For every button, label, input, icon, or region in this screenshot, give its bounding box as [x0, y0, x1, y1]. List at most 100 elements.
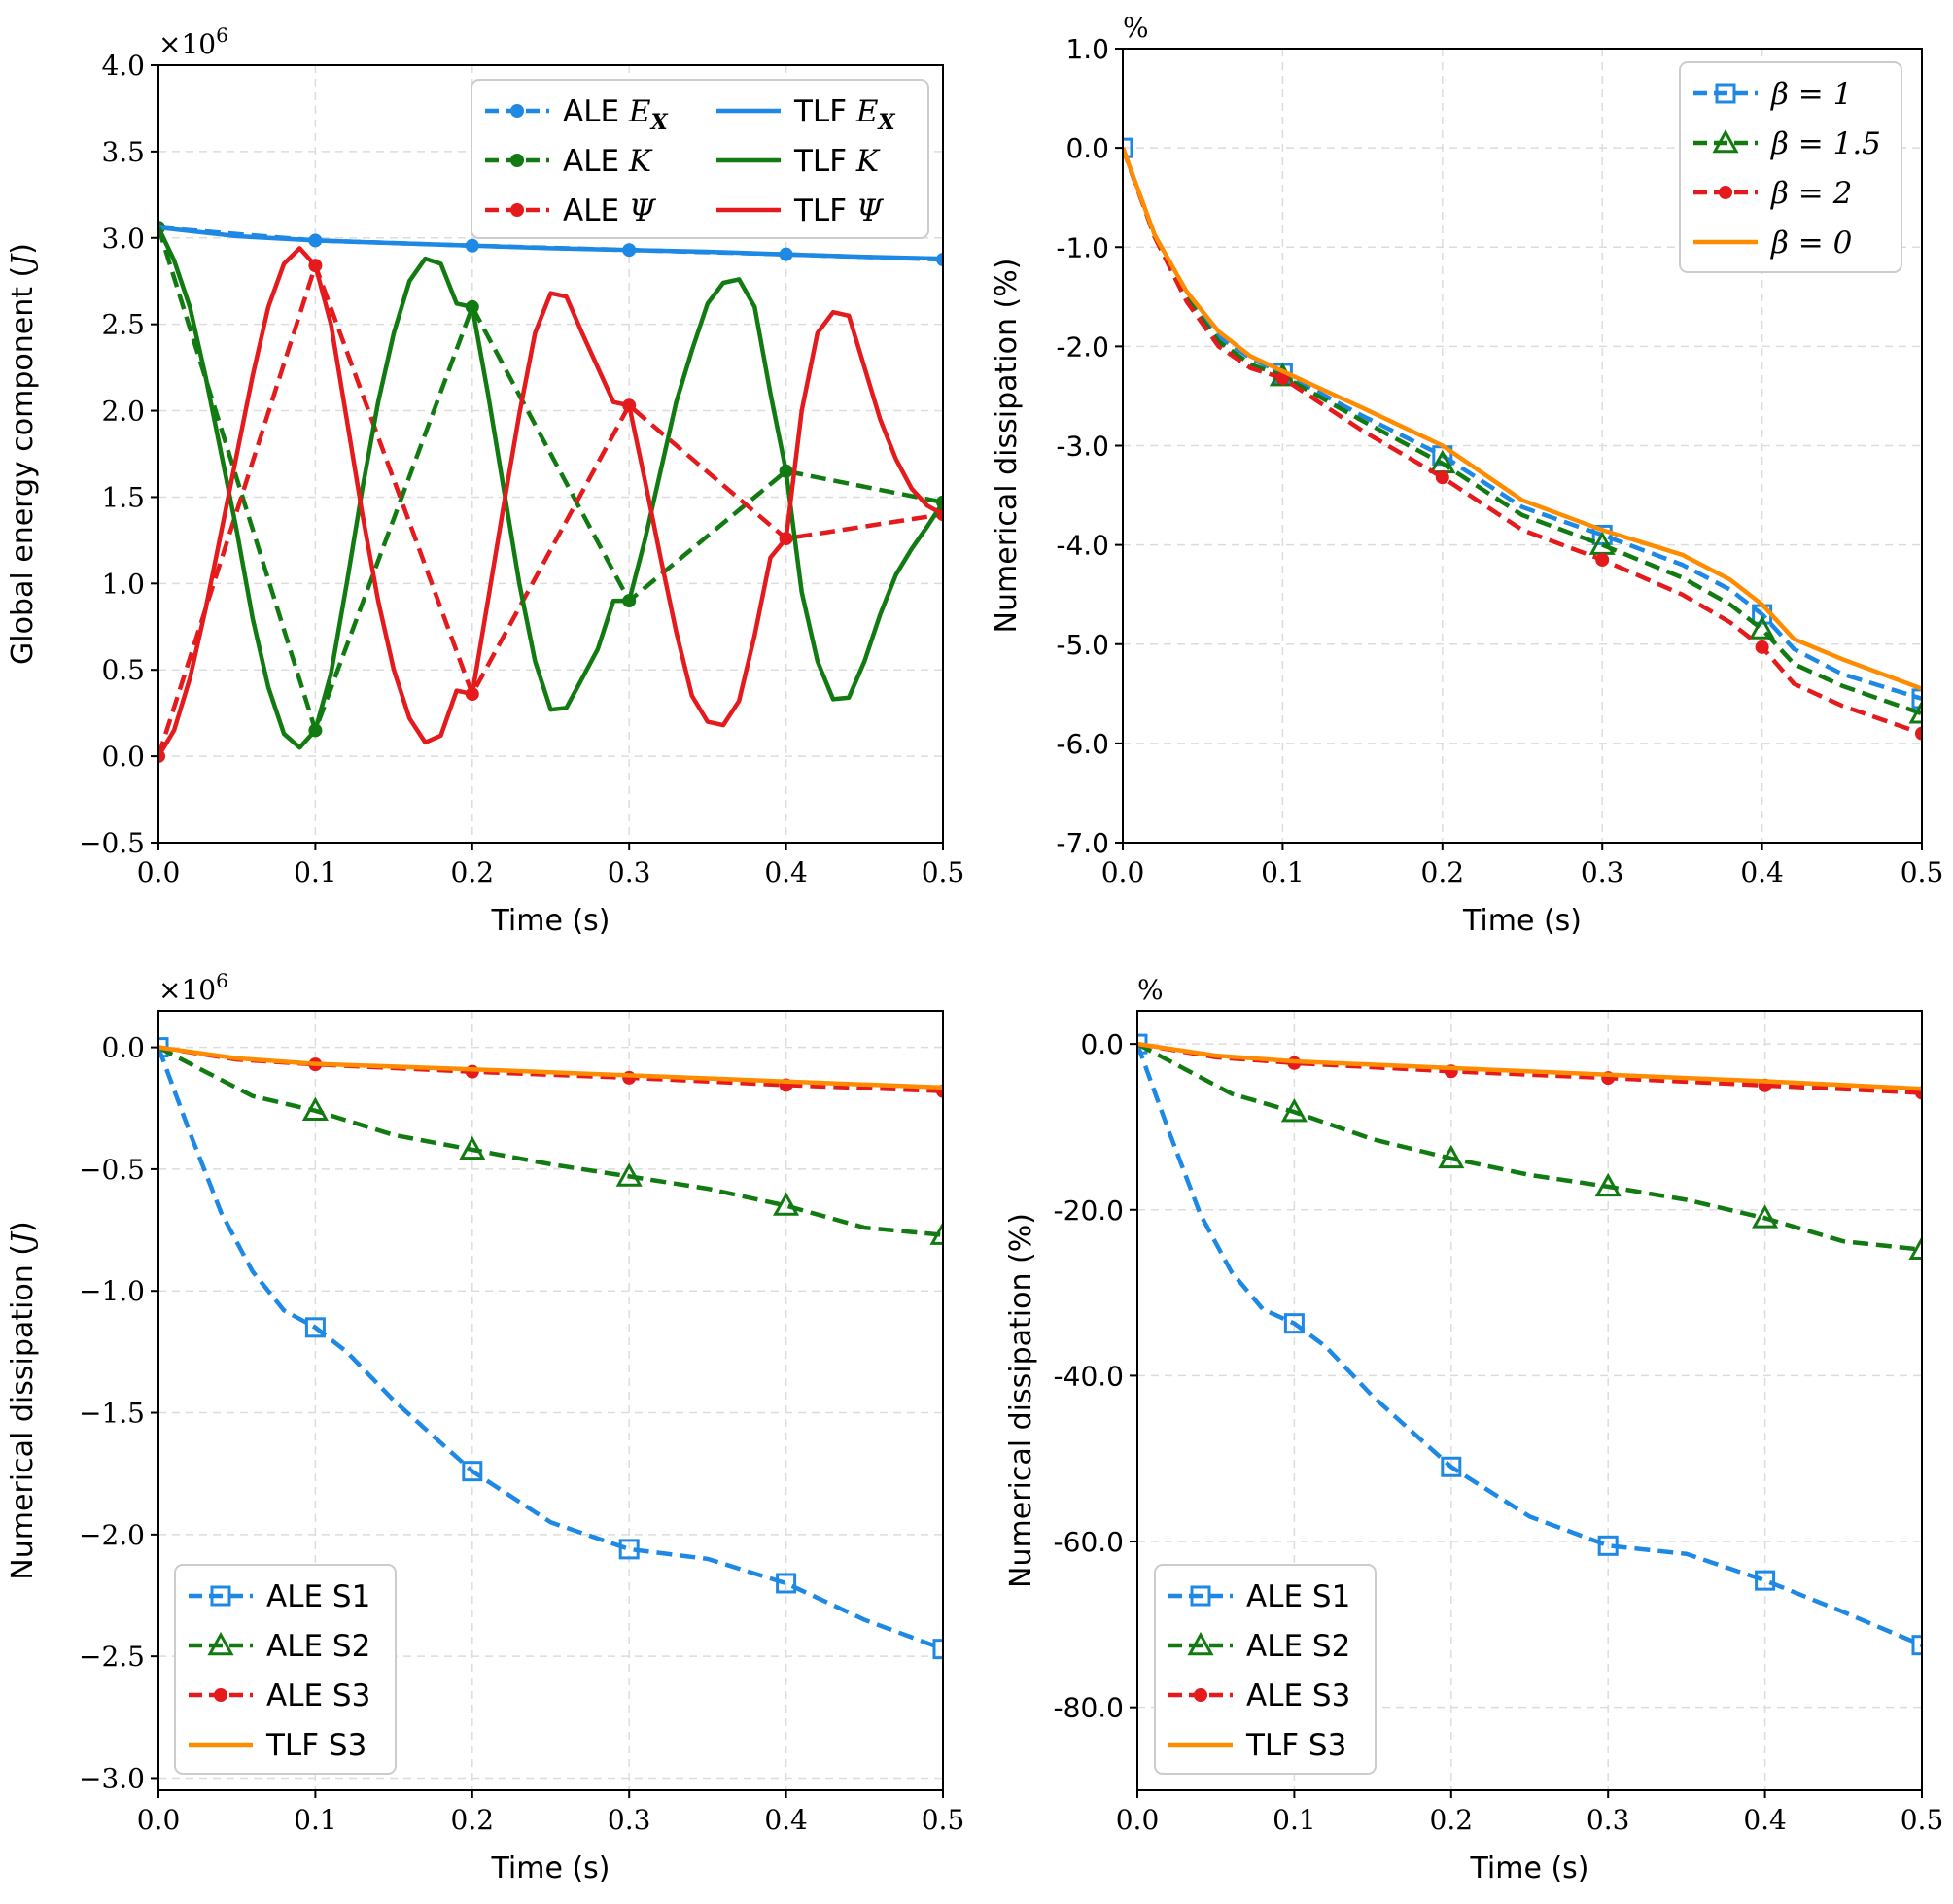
panel-d-dissipation-percent: 0.0 0.1 0.2 0.3 0.4 0.5 -80.0 -60.0 -40.0 -20.0 0.…	[1004, 974, 1943, 1886]
legend-box	[1154, 1564, 1377, 1775]
data-point	[1752, 1204, 1779, 1229]
legend-label: ALE S1	[1246, 1579, 1350, 1614]
y-tick-label: 0.0	[101, 741, 145, 773]
y-tick-label: −2.0	[79, 1519, 145, 1551]
legend-item: ALE K	[485, 144, 653, 179]
x-tick-label: 0.0	[137, 856, 181, 888]
legend-label: TLF Ψ	[793, 193, 885, 228]
x-tick-label: 0.3	[608, 1804, 651, 1836]
y-axis-label: Numerical dissipation (J)	[6, 1221, 40, 1579]
legend-label: β = 1.5	[1770, 126, 1881, 161]
series-line-tlf-ψ	[158, 246, 943, 758]
x-tick-label: 0.0	[1116, 1804, 1160, 1836]
legend-label: TLF S3	[1245, 1728, 1346, 1763]
x-tick-label: 0.5	[922, 856, 965, 888]
y-tick-label: -6.0	[1056, 728, 1109, 760]
legend-marker	[510, 154, 524, 167]
data-point	[1280, 1098, 1308, 1123]
series-group	[158, 221, 943, 764]
y-axis-multiplier: %	[1123, 12, 1149, 44]
y-tick-label: -4.0	[1056, 530, 1109, 562]
series-line-tlf-s3	[158, 1045, 943, 1090]
data-point	[1435, 470, 1449, 485]
data-point	[1438, 1144, 1465, 1169]
series-line-ale-s3	[1137, 1041, 1922, 1095]
x-tick-label: 0.1	[1273, 1804, 1316, 1836]
x-tick-label: 0.4	[1743, 1804, 1787, 1836]
x-tick-label: 0.0	[1101, 856, 1145, 888]
data-point	[459, 1135, 486, 1160]
y-tick-label: 0.0	[1065, 132, 1109, 164]
series-group	[1123, 137, 1922, 741]
legend-label: TLF EX	[793, 94, 896, 135]
series-line-tlf-s3	[1137, 1041, 1922, 1091]
series-group	[158, 1037, 943, 1660]
data-point	[1755, 1570, 1776, 1591]
y-tick-label: 0.0	[1080, 1028, 1124, 1060]
y-tick-label: −2.5	[79, 1641, 145, 1673]
legend-box	[174, 1564, 397, 1775]
series-line-β-=-2	[1123, 147, 1922, 736]
y-tick-label: -1.0	[1056, 231, 1109, 263]
y-tick-label: -5.0	[1056, 629, 1109, 661]
plot-frame	[1136, 1010, 1923, 1791]
legend-item: ALE EX	[485, 94, 669, 135]
legend-item: β = 1	[1693, 77, 1852, 112]
series-line-ale-s1	[1137, 1043, 1922, 1647]
legend: β = 1 β = 1.5 β = 2 β = 0	[1679, 61, 1902, 273]
data-point	[304, 1317, 326, 1338]
y-tick-label: -80.0	[1054, 1692, 1124, 1724]
legend-box	[471, 79, 929, 239]
x-tick-label: 0.3	[1581, 856, 1624, 888]
y-tick-label: −0.5	[79, 1154, 145, 1186]
legend-marker	[1719, 186, 1732, 199]
legend-item: β = 2	[1693, 176, 1852, 211]
y-tick-label: -3.0	[1056, 431, 1109, 463]
legend-item: ALE S3	[1168, 1679, 1350, 1714]
x-tick-label: 0.0	[137, 1804, 181, 1836]
data-point	[1283, 1313, 1305, 1334]
series-line-β-=-1.5	[1123, 147, 1922, 716]
legend-item: TLF Ψ	[716, 193, 885, 228]
y-tick-label: -20.0	[1054, 1194, 1124, 1227]
x-tick-label: 0.3	[608, 856, 651, 888]
series-line-ale-k	[158, 226, 943, 733]
y-tick-label: -60.0	[1054, 1526, 1124, 1558]
legend-item: TLF K	[716, 144, 881, 179]
legend-item: TLF EX	[716, 94, 896, 135]
y-axis-label: Numerical dissipation (%)	[990, 259, 1024, 634]
data-point	[1441, 1456, 1462, 1477]
data-point	[1595, 552, 1610, 567]
legend-item: TLF S3	[189, 1728, 366, 1763]
x-axis-label: Time (s)	[491, 1852, 610, 1886]
y-tick-label: 1.5	[101, 481, 145, 513]
x-tick-label: 0.2	[1421, 856, 1465, 888]
y-tick-label: 1.0	[101, 568, 145, 600]
legend: ALE S1 ALE S2 ALE S3 TLF S3	[174, 1564, 397, 1775]
legend-item: β = 1.5	[1693, 126, 1881, 161]
legend-label: ALE EX	[563, 94, 669, 135]
y-axis-label: Global energy component (J)	[6, 243, 40, 665]
x-tick-label: 0.2	[1430, 1804, 1474, 1836]
y-tick-label: 3.0	[101, 223, 145, 255]
legend-label: TLF S3	[265, 1728, 366, 1763]
x-axis-label: Time (s)	[491, 904, 610, 938]
x-tick-label: 0.4	[764, 856, 808, 888]
x-tick-label: 0.4	[1740, 856, 1784, 888]
x-axis-label: Time (s)	[1462, 904, 1582, 938]
legend-label: ALE S2	[1246, 1629, 1350, 1664]
legend-marker	[1190, 1585, 1211, 1607]
series-line-ale-s2	[1137, 1042, 1922, 1252]
series-line-β-=-0	[1123, 147, 1922, 691]
panel-b-dissipation-percent-beta: 0.0 0.1 0.2 0.3 0.4 0.5 -7.0 -6.0 -5.0 -4.0 -3.0 -2…	[990, 12, 1943, 938]
legend-marker	[207, 1631, 234, 1656]
legend-label: ALE S3	[1246, 1679, 1350, 1714]
legend-marker	[510, 104, 524, 118]
legend-item: ALE S2	[1168, 1629, 1350, 1664]
legend: ALE EX ALE K ALE Ψ TLF EX TLF K TLF Ψ	[471, 79, 929, 239]
x-tick-label: 0.1	[294, 1804, 337, 1836]
x-tick-label: 0.5	[1901, 856, 1944, 888]
legend-marker	[510, 203, 524, 217]
legend-marker	[1194, 1688, 1207, 1702]
series-group	[1137, 1033, 1922, 1656]
